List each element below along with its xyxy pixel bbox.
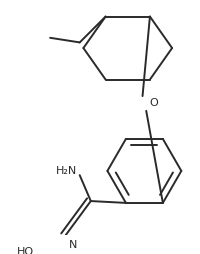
Text: O: O [148,99,157,108]
Text: HO: HO [16,247,33,254]
Text: H₂N: H₂N [56,166,77,176]
Text: N: N [68,240,77,250]
